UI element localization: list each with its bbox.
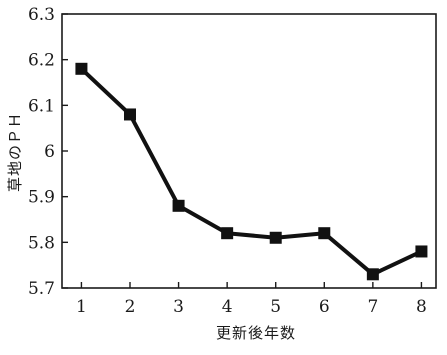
x-tick-label: 3 xyxy=(173,297,184,317)
y-tick-label: 5.8 xyxy=(28,233,55,253)
plot-frame xyxy=(61,13,437,289)
y-axis-title: 草地のＰＨ xyxy=(6,112,24,192)
y-tick-label: 5.7 xyxy=(28,279,55,299)
y-tick-label: 6.1 xyxy=(28,96,55,116)
x-tick-label: 6 xyxy=(319,297,330,317)
y-tick-label: 5.9 xyxy=(28,188,55,208)
y-tick-label: 6 xyxy=(44,142,55,162)
data-point-marker xyxy=(318,227,331,240)
x-tick-label: 2 xyxy=(125,297,136,317)
data-point-marker xyxy=(366,268,379,281)
series-line xyxy=(79,66,424,277)
data-point-marker xyxy=(75,62,88,75)
data-point-marker xyxy=(269,231,282,244)
data-point-marker xyxy=(124,108,136,121)
x-tick-label: 5 xyxy=(270,297,281,317)
y-tick-label: 6.2 xyxy=(28,51,55,71)
data-point-marker xyxy=(415,245,428,258)
x-tick-label: 4 xyxy=(222,297,233,317)
x-tick-label: 8 xyxy=(416,297,427,317)
x-tick-label: 1 xyxy=(76,297,87,317)
x-axis-title: 更新後年数 xyxy=(216,324,296,342)
data-point-marker xyxy=(172,199,185,212)
y-tick-label: 6.3 xyxy=(28,5,55,25)
data-point-marker xyxy=(221,227,234,240)
x-tick-label: 7 xyxy=(367,297,378,317)
